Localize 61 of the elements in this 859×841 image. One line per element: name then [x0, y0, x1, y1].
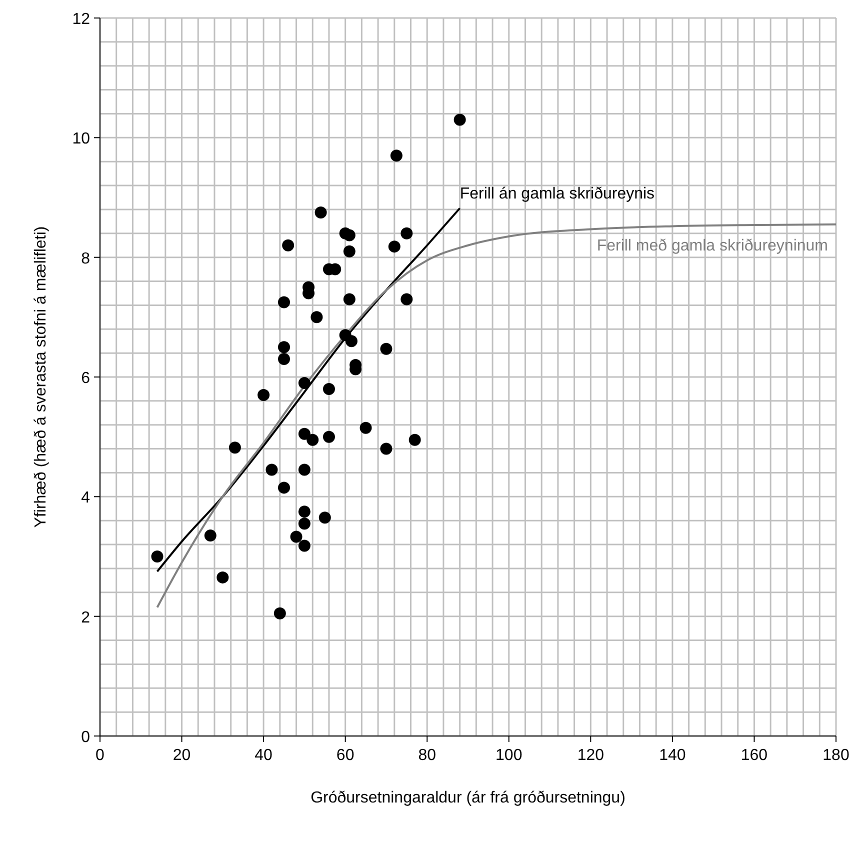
- point: [343, 229, 356, 242]
- point: [151, 550, 164, 562]
- x-tick-label: 180: [822, 747, 850, 764]
- x-tick-label: 80: [418, 747, 436, 764]
- x-axis-title: Gróðursetningaraldur (ár frá gróðursetningu): [310, 789, 626, 806]
- point: [282, 239, 294, 252]
- point: [298, 376, 310, 389]
- point: [380, 442, 392, 455]
- point: [380, 342, 392, 355]
- y-tick-label: 4: [81, 490, 90, 507]
- point: [278, 296, 290, 308]
- y-tick-label: 6: [81, 370, 90, 387]
- point: [278, 341, 290, 354]
- point: [266, 464, 278, 476]
- x-tick-label: 100: [496, 747, 522, 764]
- line-series: [156, 207, 461, 572]
- series-label: Ferill án gamla skriðureynis: [460, 185, 655, 202]
- y-tick-label: 0: [81, 729, 90, 746]
- x-tick-label: 120: [577, 747, 604, 764]
- point: [274, 607, 286, 620]
- point: [216, 571, 229, 584]
- point: [314, 206, 327, 218]
- point: [343, 293, 356, 306]
- point: [408, 434, 421, 446]
- point: [322, 382, 335, 395]
- x-tick-label: 20: [172, 747, 191, 764]
- point: [278, 353, 290, 366]
- y-tick-label: 12: [72, 11, 90, 28]
- y-tick-label: 8: [81, 250, 90, 268]
- point: [306, 434, 319, 446]
- y-axis-title: Yfirhæð (hæð á sverasta stofni á mælifleti): [32, 226, 50, 528]
- x-tick-label: 160: [740, 747, 768, 764]
- point: [298, 518, 310, 530]
- x-tick-label: 140: [659, 747, 686, 764]
- point: [298, 464, 310, 476]
- point: [228, 442, 241, 454]
- point: [343, 245, 356, 258]
- point: [298, 428, 310, 440]
- y-tick-label: 2: [81, 609, 90, 626]
- y-tick-label: 10: [72, 130, 90, 148]
- point: [298, 540, 310, 552]
- point: [400, 293, 413, 306]
- point: [290, 530, 302, 543]
- point: [345, 335, 358, 348]
- x-tick-label: 0: [96, 747, 105, 764]
- point: [390, 150, 402, 162]
- point: [204, 530, 216, 542]
- line-series: [156, 223, 836, 608]
- point: [322, 430, 335, 443]
- series-label: Ferill með gamla skriðureyninum: [596, 237, 828, 254]
- point: [258, 388, 270, 401]
- point: [298, 506, 310, 518]
- point: [454, 114, 466, 126]
- x-tick-label: 60: [336, 747, 354, 764]
- point: [400, 227, 413, 240]
- point: [360, 422, 372, 434]
- x-tick-label: 40: [254, 747, 273, 764]
- point: [318, 512, 331, 524]
- point: [310, 311, 323, 324]
- point: [278, 482, 290, 494]
- point: [388, 240, 400, 253]
